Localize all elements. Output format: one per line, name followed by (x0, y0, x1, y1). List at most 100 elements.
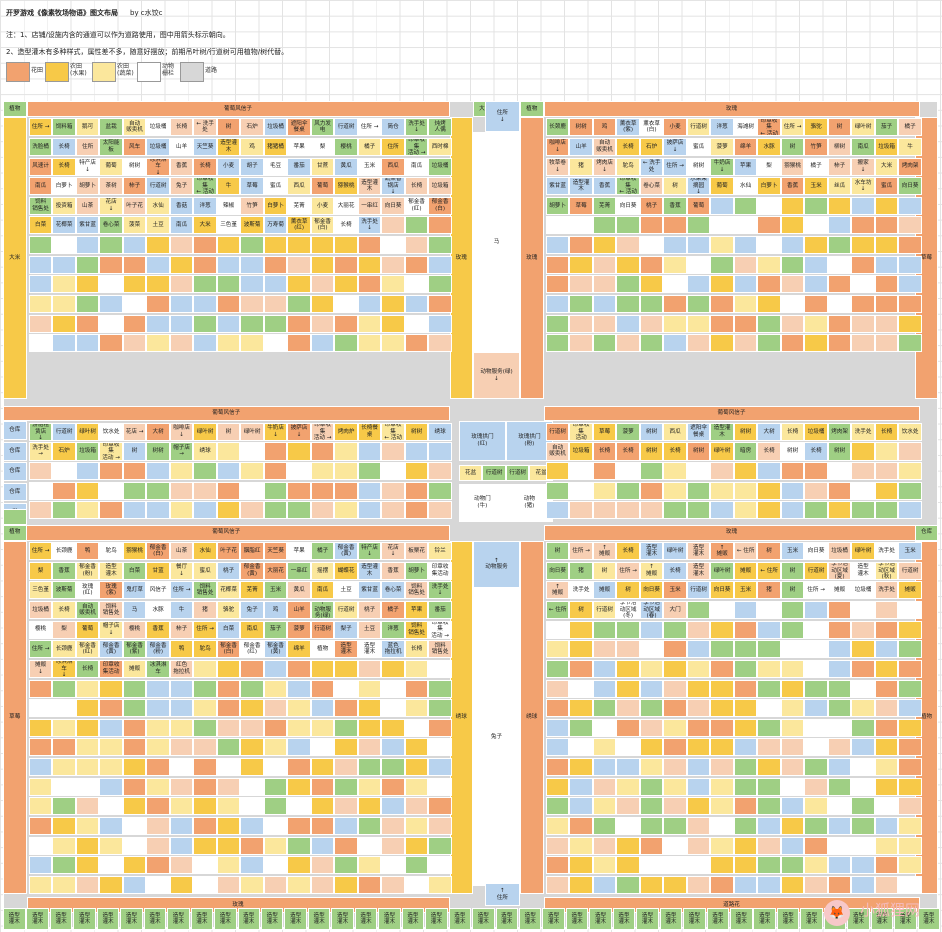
bottom-right-tile (545, 875, 570, 894)
top-left-tile: 树树 (122, 157, 147, 176)
bottom-right-tile (757, 659, 781, 678)
bottom-right-tile (874, 856, 899, 875)
bottom-left-tile: 兔子 (240, 601, 264, 620)
bottom-left-tile (75, 797, 100, 816)
bottom-left-tile (310, 738, 335, 757)
bottom-left-tile (381, 738, 405, 757)
bottom-left-tile (428, 679, 452, 698)
bottom-left-tile (240, 875, 264, 894)
bottom-left-tile (428, 699, 452, 718)
bottom-left-tile (146, 836, 170, 855)
bottom-right-tile (851, 699, 875, 718)
bottom-right-tile (804, 679, 828, 698)
bottom-left-tile: 马 (122, 601, 147, 620)
bottom-right-tile (616, 875, 640, 894)
top-right-tile (804, 216, 828, 235)
mid-left-tile (146, 501, 170, 520)
top-right-tile (851, 196, 875, 215)
bottom-left-tile (381, 797, 405, 816)
bottom-right-tile (827, 797, 852, 816)
bottom-left-tile: 印章收集活动 (428, 561, 452, 580)
bottom-left-tile: ↑ 动物服务(绿) (310, 601, 335, 620)
bottom-left-tile (75, 856, 100, 875)
shrub-tile: 造型 灌木 (800, 908, 823, 930)
bottom-right-tile (592, 679, 617, 698)
top-right-tile: 丝瓜 (827, 177, 852, 196)
bottom-left-tile (122, 777, 147, 796)
bottom-left-tile (310, 699, 335, 718)
top-right-tile: 印章收集 ← 活动 (757, 118, 781, 137)
bottom-left-tile (404, 758, 429, 777)
top-left-tile (381, 294, 405, 313)
bottom-left-tile (122, 856, 147, 875)
bottom-right-tile: 玉米 (898, 542, 922, 561)
top-right-tile: 柿子 (827, 157, 852, 176)
mid-right-tile: 行道树 (545, 422, 570, 441)
top-left-tile (334, 294, 358, 313)
bottom-right-tile (851, 738, 875, 757)
top-left-tile: 黄瓜 (334, 157, 358, 176)
bottom-right-tile: 长椅 (616, 542, 640, 561)
bottom-right-tile: 玉米 (780, 542, 805, 561)
shrub-tile: 造型 灌木 (167, 908, 190, 930)
top-right-tile: 骆驼 (804, 118, 828, 137)
top-left-tile (310, 255, 335, 274)
bottom-left-tile: 郁金香 (黄) (240, 561, 264, 580)
bottom-left-tile (193, 797, 217, 816)
bottom-right-tile (686, 718, 711, 737)
top-left-tile (263, 275, 288, 294)
bottom-left-tile (99, 679, 123, 698)
top-left-tile: 葡萄 (99, 157, 123, 176)
bottom-right-tile (733, 738, 758, 757)
top-right-tile (804, 314, 828, 333)
bottom-right-tile (569, 659, 593, 678)
top-right-tile (851, 294, 875, 313)
top-left-tile (52, 255, 76, 274)
bottom-right-tile (616, 777, 640, 796)
bottom-left-tile (99, 856, 123, 875)
mid-left-tile (334, 481, 358, 500)
shrub-tile: 造型 灌木 (776, 908, 800, 930)
top-left-tile: 风力发电 (310, 118, 335, 137)
bottom-left-tile (240, 718, 264, 737)
mid-right-tile: 饮水处 (898, 422, 922, 441)
bottom-left-tile (28, 875, 53, 894)
top-left-tile (310, 275, 335, 294)
mid-right-tile (851, 481, 875, 500)
bottom-left-tile (263, 836, 288, 855)
bottom-right-tile (710, 718, 734, 737)
mid-right-tile (780, 462, 805, 481)
bottom-right-tile (757, 797, 781, 816)
top-right-tile (898, 216, 922, 235)
bottom-right-tile: 洗手处 (874, 542, 899, 561)
mid-right-tile (827, 462, 852, 481)
bottom-right-tile: 树 (757, 542, 781, 561)
top-left-tile: 住所 (381, 137, 405, 156)
bottom-right-tile (780, 758, 805, 777)
bottom-right-tile (686, 836, 711, 855)
top-right-tile: 猪 (569, 157, 593, 176)
top-right-tile (874, 255, 899, 274)
bottom-left-tile (357, 777, 382, 796)
bottom-right-tile (827, 816, 852, 835)
top-left-tile: 长椅 (334, 216, 358, 235)
bottom-left-tile: 洋葱 (381, 620, 405, 639)
top-left-tile: 猪猪桶 (263, 137, 288, 156)
top-right-tile (545, 314, 570, 333)
mid-left-tile: 帽子店 → (169, 442, 194, 461)
bottom-left-tile (146, 875, 170, 894)
bottom-right-tile (616, 699, 640, 718)
bottom-right-tile (592, 836, 617, 855)
top-left-tile (404, 216, 429, 235)
bottom-left-tile (381, 875, 405, 894)
shrub-tile: 造型 灌木 (49, 908, 73, 930)
top-left-tile (240, 334, 264, 353)
bottom-left-tile (381, 718, 405, 737)
bottom-left-tile (52, 679, 76, 698)
bottom-right-tile: ← 住所 (545, 601, 570, 620)
top-right-tile (545, 334, 570, 353)
bottom-left-tile: 长椅 (52, 601, 76, 620)
bottom-left-tile: 猕猴桃 (122, 542, 147, 561)
top-right-tile (874, 294, 899, 313)
top-right-tile (569, 216, 593, 235)
